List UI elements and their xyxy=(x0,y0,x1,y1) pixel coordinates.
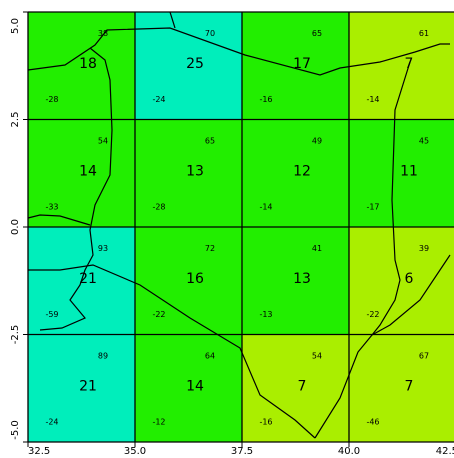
border-line xyxy=(371,254,451,336)
cell-bottom-number: -12 xyxy=(152,418,165,427)
grid-cell xyxy=(242,334,349,442)
cell-bottom-number: -17 xyxy=(366,203,379,212)
cell-value: 21 xyxy=(79,379,97,395)
grid-cells xyxy=(28,12,454,442)
cell-top-number: 41 xyxy=(312,244,322,253)
grid-cell xyxy=(135,334,242,442)
cell-value: 7 xyxy=(405,56,414,72)
cell-bottom-number: -33 xyxy=(45,203,58,212)
cell-top-number: 89 xyxy=(98,352,108,361)
cell-bottom-number: -24 xyxy=(45,418,58,427)
x-tick-label: 37.5 xyxy=(231,446,253,457)
cell-top-number: 45 xyxy=(419,137,429,146)
cell-value: 16 xyxy=(186,271,204,287)
border-line xyxy=(27,214,91,226)
cell-bottom-number: -22 xyxy=(366,310,379,319)
grid-cell xyxy=(135,119,242,227)
cell-top-number: 64 xyxy=(205,352,215,361)
cell-value: 21 xyxy=(79,271,97,287)
grid-cell xyxy=(349,334,454,442)
cell-value: 6 xyxy=(405,271,414,287)
x-tick-label: 35.0 xyxy=(124,446,146,457)
grid-cell xyxy=(349,119,454,227)
grid-cell xyxy=(242,119,349,227)
border-line xyxy=(28,264,316,439)
cell-bottom-number: -28 xyxy=(152,203,165,212)
grid-cell xyxy=(242,12,349,120)
y-tick-label: 5.0 xyxy=(10,18,21,34)
cell-value: 25 xyxy=(186,56,204,72)
cell-top-number: 67 xyxy=(419,352,429,361)
axes: 32.5 35.0 37.5 40.0 42.5 5.0 2.5 0.0 -2.5 -5.0 xyxy=(10,11,454,457)
cell-top-number: 61 xyxy=(419,29,429,38)
grid-cell xyxy=(28,119,135,227)
cell-bottom-number: -46 xyxy=(366,418,379,427)
cell-top-number: 49 xyxy=(312,137,322,146)
cell-value: 14 xyxy=(79,164,97,180)
cell-top-number: 65 xyxy=(312,29,322,38)
grid-cell xyxy=(242,227,349,335)
cell-bottom-number: -24 xyxy=(152,95,165,104)
cell-top-number: 65 xyxy=(205,137,215,146)
cell-top-number: 93 xyxy=(98,244,108,253)
cell-top-number: 54 xyxy=(98,137,108,146)
border-line xyxy=(169,11,176,29)
cell-bottom-number: -14 xyxy=(259,203,272,212)
y-tick-label: 0.0 xyxy=(10,219,21,235)
x-tick-label: 40.0 xyxy=(338,446,360,457)
x-tick-label: 42.5 xyxy=(436,446,454,457)
cell-value: 7 xyxy=(405,379,414,395)
cell-bottom-number: -14 xyxy=(366,95,379,104)
cell-top-number: 72 xyxy=(205,244,215,253)
cell-top-number: 38 xyxy=(98,29,108,38)
cell-bottom-number: -16 xyxy=(259,418,272,427)
grid-cell xyxy=(135,12,242,120)
cell-value: 11 xyxy=(400,164,418,180)
cell-value: 12 xyxy=(293,164,311,180)
cell-top-number: 39 xyxy=(419,244,429,253)
border-line xyxy=(314,61,411,439)
cell-top-number: 54 xyxy=(312,352,322,361)
y-tick-label: 2.5 xyxy=(10,112,21,128)
country-borders xyxy=(27,11,451,439)
cell-value: 17 xyxy=(293,56,311,72)
cell-value: 13 xyxy=(293,271,311,287)
cell-bottom-number: -16 xyxy=(259,95,272,104)
cell-value: 7 xyxy=(298,379,307,395)
cell-bottom-number: -22 xyxy=(152,310,165,319)
cell-value: 18 xyxy=(79,56,97,72)
grid-cell xyxy=(349,227,454,335)
y-tick-label: -5.0 xyxy=(10,420,21,440)
grid-cell xyxy=(349,12,454,120)
x-tick-label: 32.5 xyxy=(28,446,50,457)
cell-bottom-number: -59 xyxy=(45,310,58,319)
cell-value: 13 xyxy=(186,164,204,180)
grid-cell xyxy=(28,334,135,442)
y-tick-label: -2.5 xyxy=(10,325,21,345)
cell-value: 14 xyxy=(186,379,204,395)
cell-labels: 38 18 -28 70 25 -24 65 17 -16 61 7 -14 54 14 -33 65 13 -2… xyxy=(45,29,429,427)
cell-bottom-number: -28 xyxy=(45,95,58,104)
cell-top-number: 70 xyxy=(205,29,215,38)
cell-bottom-number: -13 xyxy=(259,310,272,319)
border-line xyxy=(39,47,113,331)
